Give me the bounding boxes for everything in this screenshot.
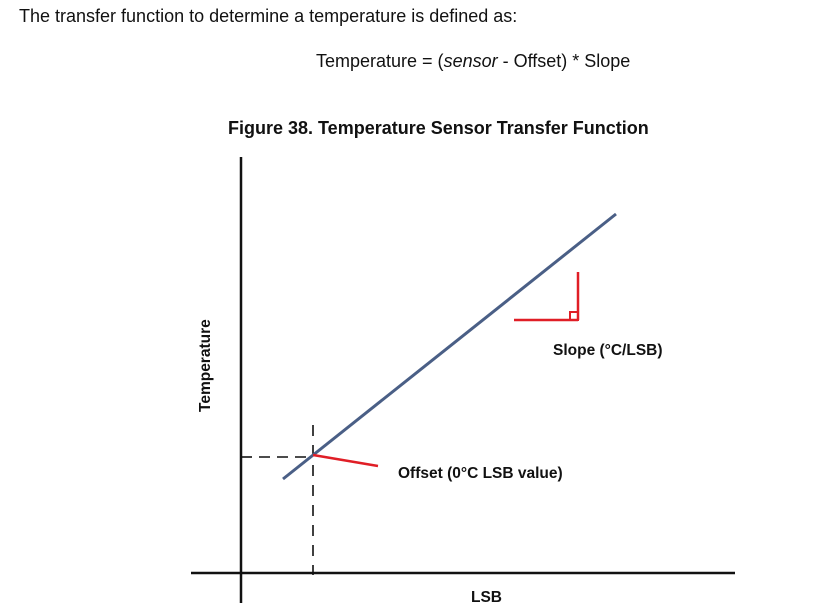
y-axis-label: Temperature bbox=[197, 319, 214, 412]
figure-title: Figure 38. Temperature Sensor Transfer F… bbox=[228, 118, 649, 138]
formula-variable: sensor bbox=[443, 51, 498, 71]
x-axis-label: LSB bbox=[471, 589, 502, 606]
intro-text: The transfer function to determine a tem… bbox=[19, 6, 518, 26]
slope-marker bbox=[514, 272, 580, 322]
transfer-function-line bbox=[282, 212, 617, 481]
formula: Temperature = (sensor - Offset) * Slope bbox=[316, 51, 630, 72]
slope-label: Slope (°C/LSB) bbox=[553, 342, 663, 359]
formula-lhs: Temperature = ( bbox=[316, 51, 444, 71]
offset-label: Offset (0°C LSB value) bbox=[398, 465, 563, 482]
offset-pointer bbox=[312, 453, 379, 468]
formula-rhs: - Offset) * Slope bbox=[497, 51, 631, 71]
